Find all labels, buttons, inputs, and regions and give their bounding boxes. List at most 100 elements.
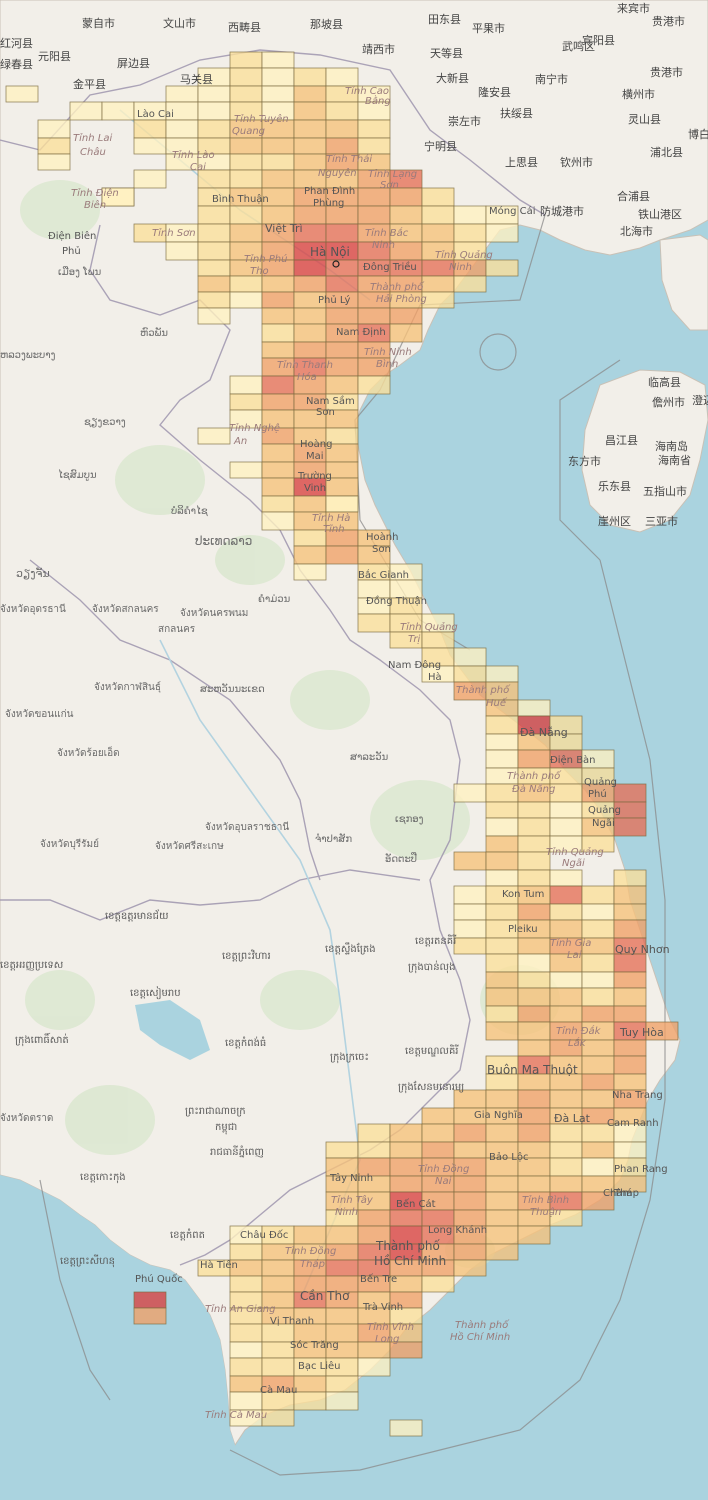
grid-cell[interactable] xyxy=(581,1191,615,1211)
svg-text:Quy Nhơn: Quy Nhơn xyxy=(615,943,670,956)
grid-cell[interactable] xyxy=(133,169,167,189)
svg-text:Đông Triều: Đông Triều xyxy=(363,261,417,273)
svg-text:Móng Cái: Móng Cái xyxy=(489,205,536,217)
svg-text:红河县: 红河县 xyxy=(0,37,33,50)
grid-cell[interactable] xyxy=(325,1391,359,1411)
svg-text:Hồ Chí Minh: Hồ Chí Minh xyxy=(450,1331,510,1343)
svg-text:灵山县: 灵山县 xyxy=(628,113,661,126)
grid-cell[interactable] xyxy=(5,85,39,103)
svg-text:澄迈: 澄迈 xyxy=(692,393,708,407)
grid-cell[interactable] xyxy=(645,1021,679,1041)
grid-cell[interactable] xyxy=(485,223,519,243)
svg-text:宾阳县: 宾阳县 xyxy=(582,33,615,47)
grid-cell[interactable] xyxy=(453,275,487,293)
svg-text:Quang: Quang xyxy=(232,126,265,137)
svg-text:Long: Long xyxy=(375,1334,399,1345)
svg-text:扶绥县: 扶绥县 xyxy=(500,106,533,120)
svg-text:乐东县: 乐东县 xyxy=(598,480,631,493)
grid-cell[interactable] xyxy=(485,1243,519,1261)
svg-text:Tháp: Tháp xyxy=(613,1187,639,1199)
svg-text:浦北县: 浦北县 xyxy=(650,146,683,159)
svg-text:Phan Đình: Phan Đình xyxy=(304,185,355,197)
svg-text:Tỉnh Đồng: Tỉnh Đồng xyxy=(285,1245,336,1257)
grid-cell[interactable] xyxy=(261,1409,295,1427)
grid-cell[interactable] xyxy=(581,835,615,853)
svg-text:ព្រះរាជាណាចក្រ: ព្រះរាជាណាចក្រ xyxy=(185,1106,246,1117)
svg-text:Phú: Phú xyxy=(588,788,607,800)
svg-text:蒙自市: 蒙自市 xyxy=(82,16,115,30)
grid-cell[interactable] xyxy=(613,817,647,837)
svg-text:Thành phố: Thành phố xyxy=(507,769,562,782)
grid-cell[interactable] xyxy=(197,307,231,325)
grid-cell[interactable] xyxy=(101,187,135,207)
svg-text:崖州区: 崖州区 xyxy=(598,515,631,528)
svg-text:Trị: Trị xyxy=(408,634,420,645)
svg-text:钦州市: 钦州市 xyxy=(560,155,593,169)
grid-cell[interactable] xyxy=(357,375,391,395)
svg-text:Hồ Chí Minh: Hồ Chí Minh xyxy=(374,1254,446,1268)
grid-cell[interactable] xyxy=(133,1307,167,1325)
svg-text:Sơn: Sơn xyxy=(372,544,391,555)
svg-text:Ninh: Ninh xyxy=(449,262,472,273)
svg-text:ក្រុងសែនមនោរម្យ: ក្រុងសែនមនោរម្យ xyxy=(398,1080,464,1094)
svg-text:铁山港区: 铁山港区 xyxy=(638,208,682,221)
svg-text:Tỉnh Nghệ: Tỉnh Nghệ xyxy=(229,422,280,434)
svg-text:Tỉnh Lào: Tỉnh Lào xyxy=(172,149,215,161)
svg-text:ປະເທດລາວ: ປະເທດລາວ xyxy=(195,534,252,548)
svg-text:Lào Cai: Lào Cai xyxy=(137,108,174,120)
svg-text:Lai: Lai xyxy=(567,950,582,961)
svg-text:Kon Tum: Kon Tum xyxy=(502,889,544,900)
svg-text:Tỉnh Thái: Tỉnh Thái xyxy=(326,153,372,165)
grid-cell[interactable] xyxy=(389,323,423,343)
grid-cell[interactable] xyxy=(421,291,455,309)
svg-text:金平县: 金平县 xyxy=(73,77,106,91)
grid-cell[interactable] xyxy=(293,563,327,581)
svg-text:Phan Rang: Phan Rang xyxy=(614,1164,668,1175)
svg-text:จังหวัดร้อยเอ็ด: จังหวัดร้อยเอ็ด xyxy=(57,745,120,759)
svg-text:ສະຫວັນນະເຂດ: ສະຫວັນນະເຂດ xyxy=(200,682,265,695)
svg-text:จังหวัดขอนแก่น: จังหวัดขอนแก่น xyxy=(5,709,74,720)
grid-cell[interactable] xyxy=(421,1275,455,1293)
grid-cell[interactable] xyxy=(357,1357,391,1377)
svg-text:Tỉnh Phú: Tỉnh Phú xyxy=(244,253,287,265)
svg-text:Hà Nội: Hà Nội xyxy=(310,245,350,259)
grid-cell[interactable] xyxy=(549,1209,583,1227)
svg-text:ក្រុងពោធិ៍សាត់: ក្រុងពោធិ៍សាត់ xyxy=(15,1032,69,1047)
svg-text:元阳县: 元阳县 xyxy=(38,50,71,63)
grid-cell[interactable] xyxy=(37,153,71,171)
svg-text:จังหวัดอุบลราชธานี: จังหวัดอุบลราชธานี xyxy=(205,821,289,833)
grid-cell[interactable] xyxy=(613,1175,647,1193)
svg-text:上思县: 上思县 xyxy=(505,156,538,169)
svg-text:Cà Mau: Cà Mau xyxy=(260,1384,297,1396)
svg-text:Tỉnh Thanh: Tỉnh Thanh xyxy=(277,359,333,371)
svg-text:Nam Định: Nam Định xyxy=(336,327,386,338)
grid-cell[interactable] xyxy=(485,259,519,277)
grid-cell[interactable] xyxy=(389,1341,423,1359)
svg-text:宁明县: 宁明县 xyxy=(424,139,457,153)
svg-text:Thuận: Thuận xyxy=(530,1206,561,1218)
grid-cell[interactable] xyxy=(517,1225,551,1245)
svg-text:Nam Sầm: Nam Sầm xyxy=(306,395,355,407)
svg-text:海南岛: 海南岛 xyxy=(655,439,688,453)
grid-cell[interactable] xyxy=(389,1419,423,1437)
grid-cell[interactable] xyxy=(453,1259,487,1277)
svg-text:Thành phố: Thành phố xyxy=(375,1239,441,1253)
svg-text:Tỉnh Cao: Tỉnh Cao xyxy=(345,85,389,97)
svg-text:防城港市: 防城港市 xyxy=(540,204,584,218)
svg-text:ຫລວງພະບາງ: ຫລວງພະບາງ xyxy=(0,350,56,361)
svg-text:Tỉnh Bình: Tỉnh Bình xyxy=(522,1194,569,1206)
grid-cell[interactable] xyxy=(197,427,231,445)
svg-text:田东县: 田东县 xyxy=(428,13,461,26)
svg-text:Đồng Thuận: Đồng Thuận xyxy=(366,595,427,607)
svg-text:文山市: 文山市 xyxy=(163,16,196,30)
svg-text:Thành phố: Thành phố xyxy=(456,683,511,696)
svg-text:崇左市: 崇左市 xyxy=(448,114,481,128)
svg-text:ຊຽງຂວາງ: ຊຽງຂວາງ xyxy=(84,417,126,428)
svg-text:ຈໍາປາສັກ: ຈໍາປາສັກ xyxy=(315,832,352,845)
svg-text:Hải Phòng: Hải Phòng xyxy=(376,293,427,305)
svg-text:จังหวัดศรีสะเกษ: จังหวัดศรีสะเกษ xyxy=(155,840,224,852)
svg-text:Tỉnh Gia: Tỉnh Gia xyxy=(550,937,591,949)
